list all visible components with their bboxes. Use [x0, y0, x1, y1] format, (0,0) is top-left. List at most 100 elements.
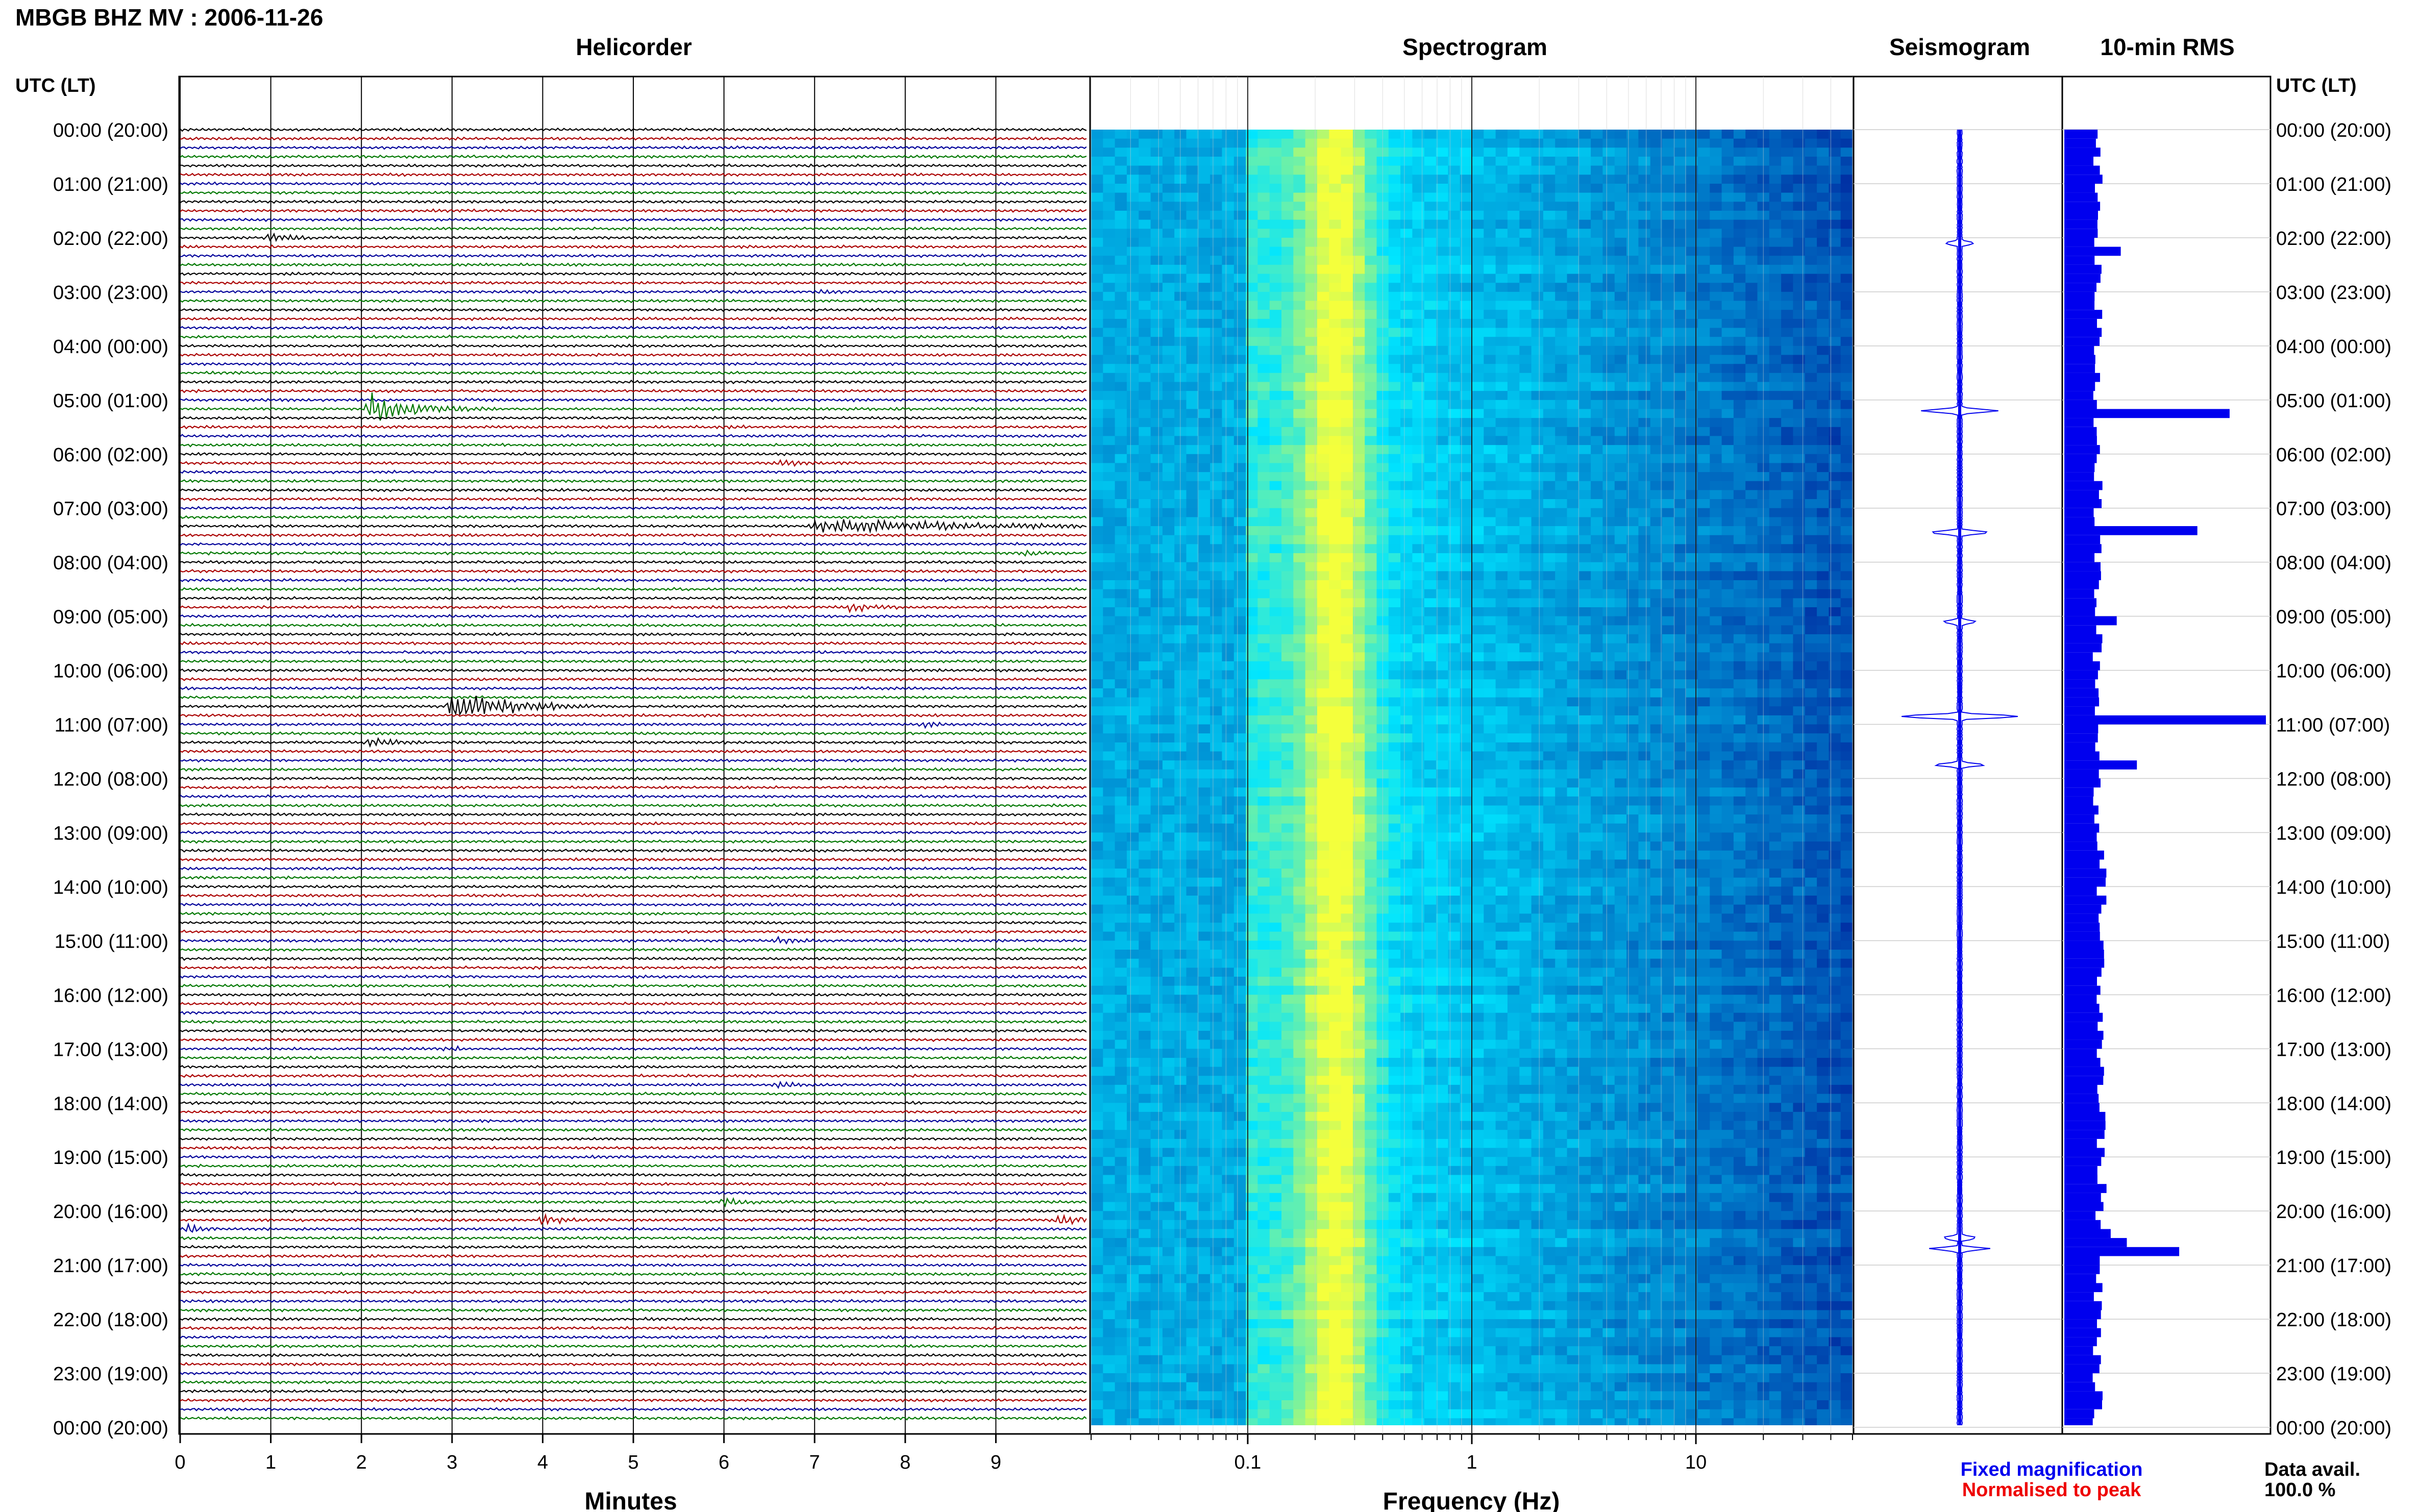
spectrogram-cell	[1305, 345, 1318, 356]
spectrogram-cell	[1293, 553, 1306, 563]
spectrogram-cell	[1460, 769, 1472, 779]
spectrogram-cell	[1139, 724, 1151, 734]
spectrogram-cell	[1531, 661, 1544, 671]
spectrogram-cell	[1126, 598, 1139, 608]
spectrogram-cell	[1733, 769, 1746, 779]
spectrogram-cell	[1126, 607, 1139, 617]
spectrogram-cell	[1329, 481, 1342, 491]
spectrogram-cell	[1721, 553, 1734, 563]
spectrogram-cell	[1317, 769, 1329, 779]
spectrogram-cell	[1591, 337, 1603, 346]
spectrogram-cell	[1448, 274, 1461, 284]
spectrogram-cell	[1103, 355, 1116, 364]
spectrogram-cell	[1162, 562, 1175, 572]
spectrogram-cell	[1341, 436, 1353, 445]
spectrogram-cell	[1817, 490, 1830, 500]
spectrogram-cell	[1210, 751, 1223, 761]
spectrogram-cell	[1662, 670, 1675, 680]
spectrogram-cell	[1567, 445, 1579, 455]
spectrogram-cell	[1650, 256, 1663, 265]
spectrogram-cell	[1150, 409, 1163, 418]
spectrogram-cell	[1626, 202, 1639, 211]
spectrogram-cell	[1222, 318, 1235, 329]
spectrogram-cell	[1769, 778, 1782, 788]
spectrogram-cell	[1733, 742, 1746, 752]
spectrogram-cell	[1412, 246, 1425, 257]
spectrogram-cell	[1424, 256, 1437, 265]
spectrogram-cell	[1721, 147, 1734, 157]
spectrogram-cell	[1686, 318, 1698, 329]
spectrogram-cell	[1293, 373, 1306, 383]
spectrogram-cell	[1162, 427, 1175, 437]
spectrogram-cell	[1745, 337, 1758, 346]
spectrogram-cell	[1674, 418, 1687, 428]
spectrogram-cell	[1198, 165, 1211, 176]
spectrogram-cell	[1126, 517, 1139, 527]
spectrogram-cell	[1388, 652, 1401, 662]
spectrogram-cell	[1781, 274, 1794, 284]
spectrogram-cell	[1126, 571, 1139, 581]
spectrogram-cell	[1139, 274, 1151, 284]
spectrogram-cell	[1733, 697, 1746, 707]
spectrogram-cell	[1460, 274, 1472, 284]
spectrogram-cell	[1745, 688, 1758, 698]
spectrogram-cell	[1210, 742, 1223, 752]
spectrogram-cell	[1781, 796, 1794, 806]
spectrogram-cell	[1555, 616, 1568, 626]
spectrogram-cell	[1602, 175, 1615, 184]
spectrogram-cell	[1578, 382, 1591, 391]
spectrogram-cell	[1840, 382, 1853, 391]
spectrogram-cell	[1365, 490, 1377, 500]
spectrogram-cell	[1448, 589, 1461, 599]
spectrogram-cell	[1781, 778, 1794, 788]
spectrogram-cell	[1602, 526, 1615, 536]
spectrogram-cell	[1745, 598, 1758, 608]
spectrogram-cell	[1721, 192, 1734, 203]
spectrogram-cell	[1591, 652, 1603, 662]
spectrogram-cell	[1805, 778, 1817, 788]
spectrogram-cell	[1305, 355, 1318, 364]
spectrogram-cell	[1840, 436, 1853, 445]
spectrogram-cell	[1697, 544, 1710, 554]
spectrogram-cell	[1412, 345, 1425, 356]
spectrogram-cell	[1091, 229, 1104, 238]
spectrogram-cell	[1829, 589, 1841, 599]
spectrogram-cell	[1507, 472, 1520, 482]
spectrogram-cell	[1305, 364, 1318, 374]
spectrogram-cell	[1365, 328, 1377, 337]
spectrogram-cell	[1091, 724, 1104, 734]
spectrogram-cell	[1436, 481, 1449, 491]
spectrogram-cell	[1210, 391, 1223, 401]
spectrogram-cell	[1519, 274, 1532, 284]
spectrogram-cell	[1567, 634, 1579, 644]
spectrogram-cell	[1769, 544, 1782, 554]
spectrogram-cell	[1745, 219, 1758, 230]
spectrogram-cell	[1519, 202, 1532, 211]
spectrogram-cell	[1281, 274, 1294, 284]
helicorder-trace-line	[180, 623, 1087, 628]
spectrogram-cell	[1150, 418, 1163, 428]
spectrogram-cell	[1674, 264, 1687, 275]
spectrogram-cell	[1805, 562, 1817, 572]
spectrogram-cell	[1210, 310, 1223, 319]
spectrogram-cell	[1769, 796, 1782, 806]
spectrogram-cell	[1472, 400, 1485, 410]
spectrogram-cell	[1126, 409, 1139, 418]
spectrogram-cell	[1329, 165, 1342, 176]
spectrogram-cell	[1222, 219, 1235, 230]
spectrogram-cell	[1352, 607, 1365, 617]
spectrogram-cell	[1460, 418, 1472, 428]
spectrogram-cell	[1674, 580, 1687, 590]
helicorder-trace-line	[180, 1163, 1087, 1169]
spectrogram-cell	[1222, 571, 1235, 581]
spectrogram-cell	[1281, 625, 1294, 635]
spectrogram-cell	[1139, 427, 1151, 437]
spectrogram-cell	[1365, 544, 1377, 554]
spectrogram-cell	[1436, 490, 1449, 500]
spectrogram-cell	[1162, 409, 1175, 418]
spectrogram-cell	[1710, 553, 1722, 563]
spectrogram-cell	[1484, 751, 1496, 761]
spectrogram-cell	[1614, 625, 1627, 635]
spectrogram-cell	[1745, 301, 1758, 310]
spectrogram-cell	[1222, 706, 1235, 716]
